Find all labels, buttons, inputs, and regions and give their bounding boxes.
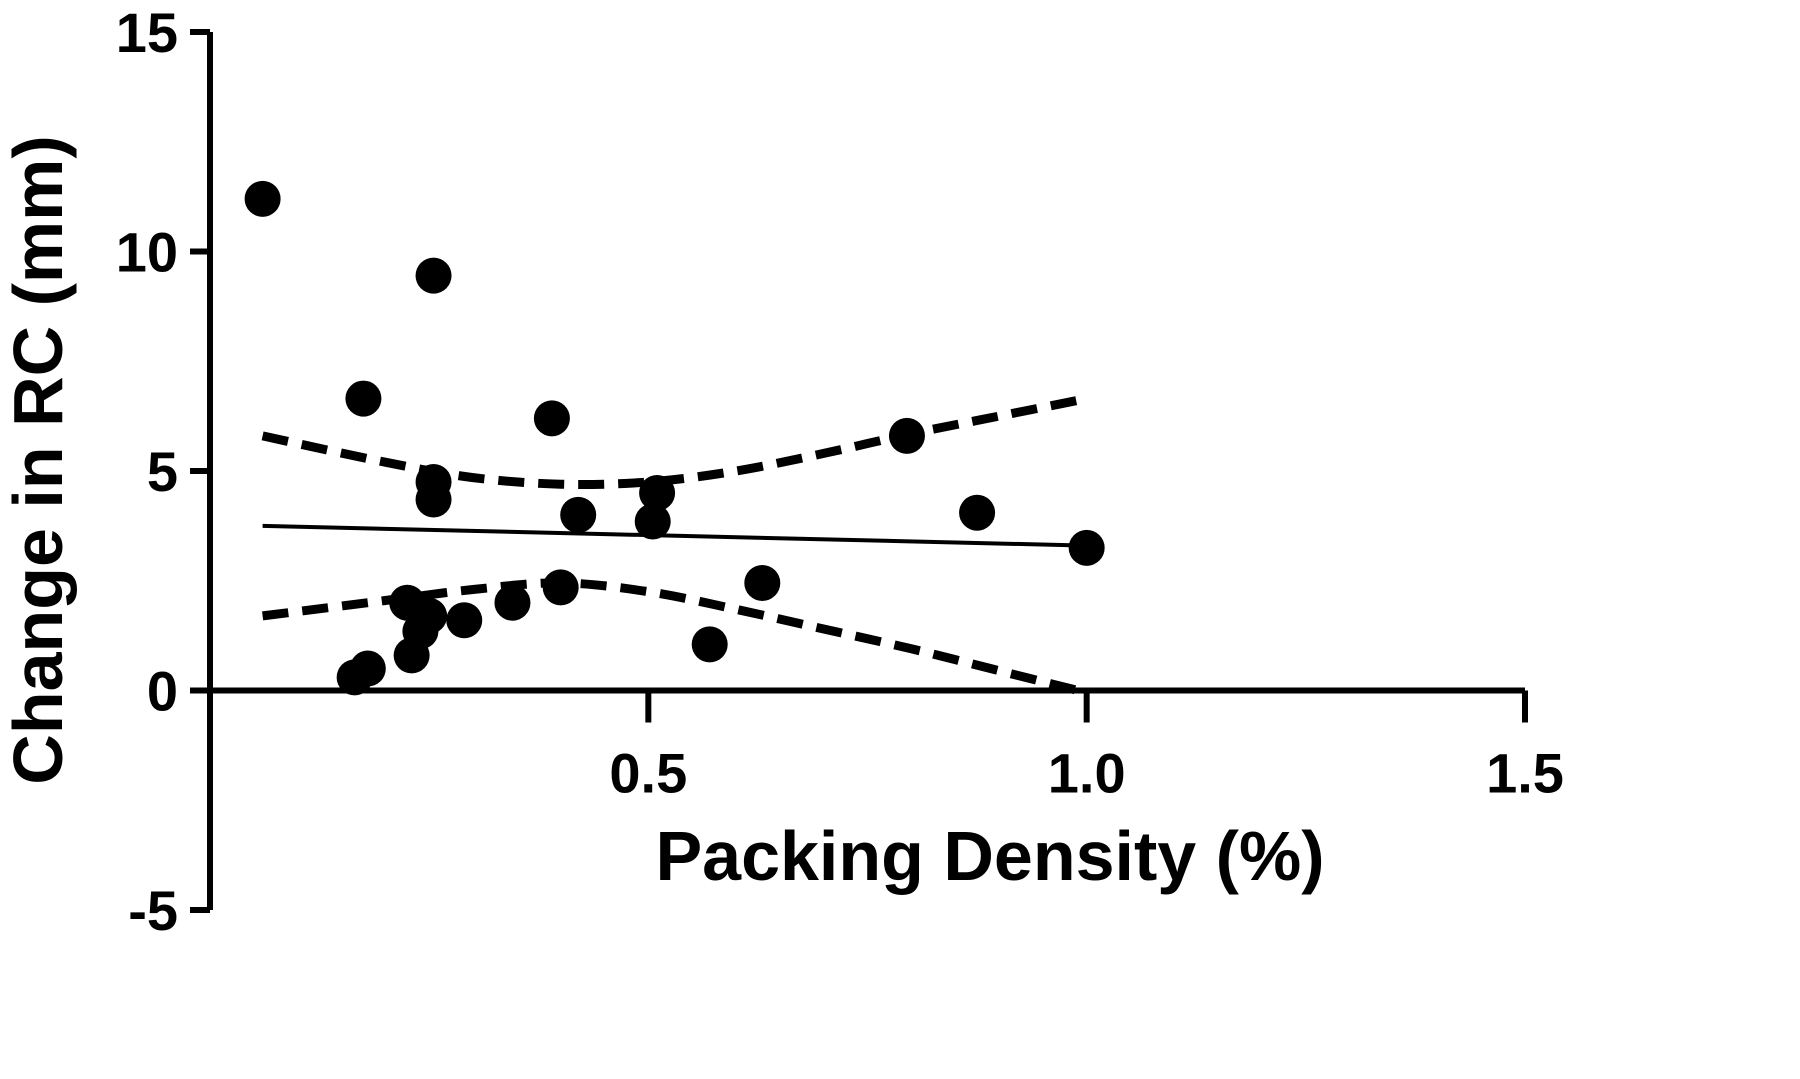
axes — [190, 29, 1528, 913]
data-point — [888, 417, 925, 454]
data-point — [415, 481, 452, 518]
y-tick-label: 10 — [116, 221, 178, 284]
data-points — [244, 180, 1105, 696]
fit-lines — [262, 523, 1087, 548]
x-tick-label: 1.5 — [1486, 742, 1564, 805]
data-point — [560, 496, 597, 533]
data-point — [634, 503, 671, 540]
y-tick-label: 0 — [147, 660, 178, 723]
data-point — [345, 380, 382, 417]
x-axis-title: Packing Density (%) — [655, 817, 1324, 895]
y-tick-label: 15 — [116, 1, 178, 64]
data-point — [494, 584, 531, 621]
data-point — [244, 180, 281, 217]
data-point — [639, 474, 676, 511]
y-tick-label: 5 — [147, 440, 178, 503]
upper-confidence-band — [261, 394, 1088, 489]
tick-labels: -5 0 5 10 15 0.5 1.0 1.5 — [116, 1, 1564, 942]
y-tick-label: -5 — [128, 879, 178, 942]
x-tick-label: 1.0 — [1048, 742, 1126, 805]
data-point — [1068, 529, 1105, 566]
data-point — [446, 602, 483, 639]
regression-line — [262, 523, 1087, 548]
data-point — [744, 564, 781, 601]
data-point — [336, 659, 373, 696]
data-point — [542, 569, 579, 606]
data-point — [393, 637, 430, 674]
data-point — [533, 400, 570, 437]
x-tick-label: 0.5 — [609, 742, 687, 805]
data-point — [415, 257, 452, 294]
data-point — [691, 626, 728, 663]
y-axis-title: Change in RC (mm) — [0, 135, 77, 784]
lower-confidence-band — [262, 578, 1088, 698]
data-point — [959, 494, 996, 531]
confidence-bands — [261, 394, 1088, 698]
